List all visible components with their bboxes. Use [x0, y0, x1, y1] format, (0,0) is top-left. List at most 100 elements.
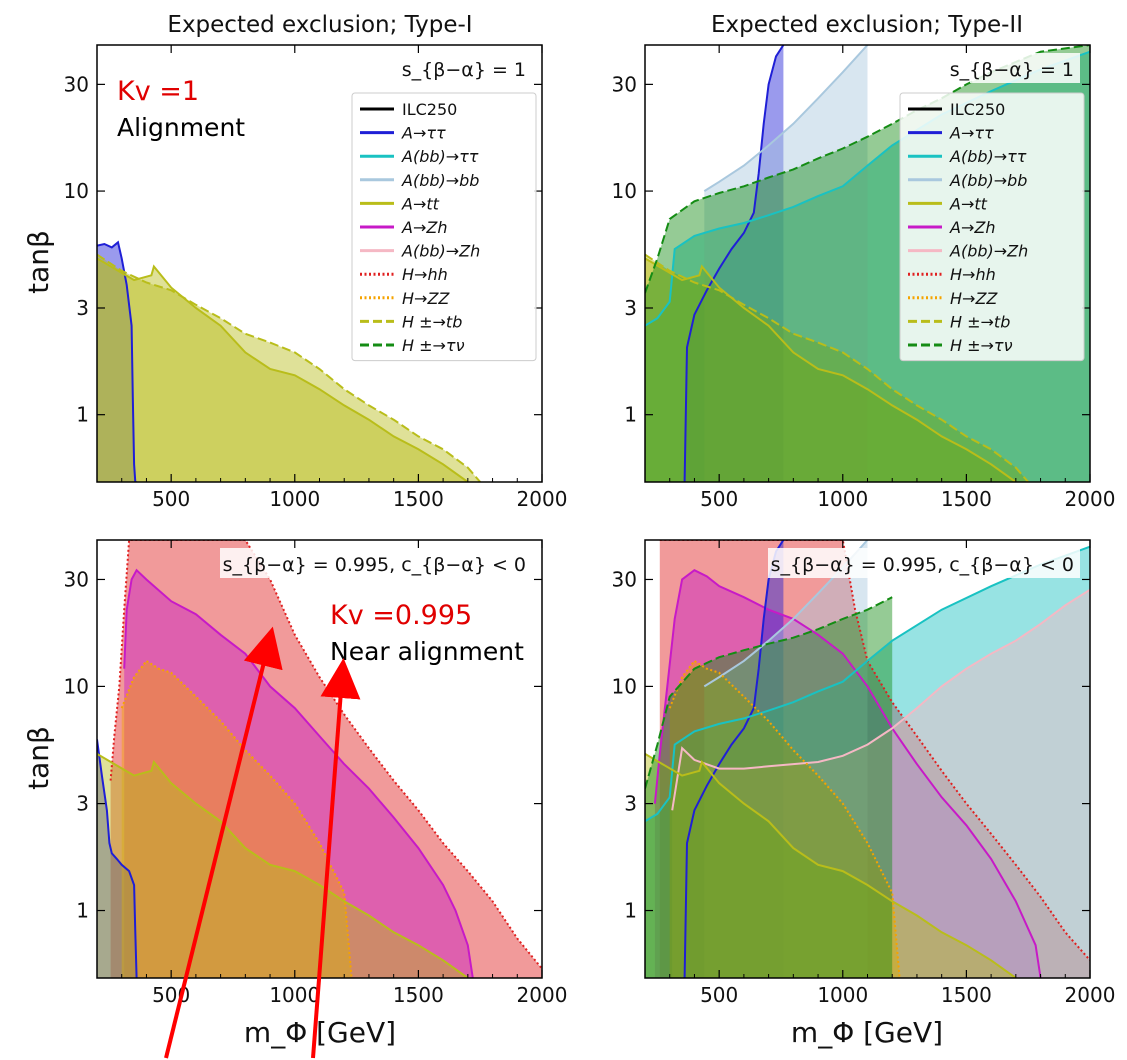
y-tick-label: 30: [612, 72, 637, 96]
x-tick-label: 2000: [517, 983, 568, 1007]
legend-title: s_{β−α} = 1: [950, 59, 1074, 81]
kv-annotation-top: Kv =1: [117, 76, 199, 107]
y-tick-label: 10: [64, 179, 89, 203]
curve-a-bb: [645, 545, 1090, 823]
curve-a-tt: [645, 257, 1017, 482]
curve-a: [683, 45, 785, 482]
legend-box-left: [351, 92, 537, 362]
x-tick-label: 2000: [1065, 983, 1116, 1007]
curve-a: [97, 739, 138, 978]
y-tick-label: 1: [76, 403, 89, 427]
legend-label-a-bb: A(bb)→ττ: [949, 147, 1027, 166]
curve-h-tb: [97, 253, 481, 482]
y-tick-label: 3: [76, 296, 89, 320]
y-tick-label: 1: [76, 899, 89, 923]
legend-title-box: [768, 548, 1080, 578]
legend-label-a: A→ττ: [401, 124, 446, 143]
alignment-annotation: Alignment: [117, 113, 245, 142]
curve-a: [683, 540, 785, 978]
legend-label-a-bb-zh: A(bb)→Zh: [949, 242, 1028, 261]
legend-label-h-hh: H→hh: [950, 265, 996, 284]
panel-type-ii-alignment: 500 1000 1500 2000 1 3 10 30 s_{β−α} = 1 ILC250 A→…: [612, 44, 1116, 511]
legend-label-ilc250: ILC250: [402, 100, 457, 119]
y-tick-label: 10: [612, 179, 637, 203]
legend-label-h: H ±→τν: [402, 336, 465, 355]
legend-label-a-bb: A(bb)→ττ: [401, 147, 479, 166]
legend-title-box: [220, 548, 532, 578]
legend-label-a-bb-zh: A(bb)→Zh: [401, 242, 480, 261]
region-a-tt: [97, 258, 468, 482]
region-a: [684, 540, 784, 978]
region-h-tb: [97, 254, 481, 482]
legend-label-h-zz: H→ZZ: [950, 289, 998, 308]
x-tick-label: 1500: [393, 983, 444, 1007]
panel-type-ii-near-alignment: 500 1000 1500 2000 1 3 10 30 s_{β−α} = 0.995, c_…: [612, 539, 1116, 1007]
x-tick-label: 1500: [393, 487, 444, 511]
region-a: [97, 242, 137, 482]
plot-area: [97, 540, 542, 978]
curve-h-hh: [659, 540, 1090, 961]
region-a: [684, 45, 784, 482]
region-a-zh: [654, 570, 1041, 978]
legend-label-a-tt: A→tt: [401, 194, 440, 213]
x-tick-label: 1000: [269, 487, 320, 511]
legend-label-a-bb-bb: A(bb)→bb: [949, 171, 1027, 190]
arrow-to-hh-boundary: [164, 626, 283, 1059]
y-tick-label: 10: [612, 674, 637, 698]
region-a-bb-bb: [704, 540, 868, 978]
legend-label-a-tt: A→tt: [949, 194, 988, 213]
x-tick-label: 1000: [817, 487, 868, 511]
curve-a-tt: [645, 753, 1017, 978]
x-tick-label: 2000: [517, 487, 568, 511]
legend-label-h: H ±→τν: [950, 336, 1013, 355]
legend-title: s_{β−α} = 0.995, c_{β−α} < 0: [223, 554, 526, 576]
region-h-hh: [110, 540, 542, 978]
x-tick-label: 1000: [817, 983, 868, 1007]
region-h: [645, 597, 893, 978]
region-a-tt: [645, 258, 1016, 482]
y-axis-label-bottom: tanβ: [22, 726, 55, 790]
y-axis-label-top: tanβ: [22, 230, 55, 294]
panel-title-type-ii: Expected exclusion; Type-II: [711, 12, 1023, 38]
legend-label-h-tb: H ±→tb: [950, 312, 1010, 331]
x-tick-label: 2000: [1065, 487, 1116, 511]
region-h-tb: [645, 254, 1029, 482]
legend-label-a-bb-bb: A(bb)→bb: [401, 171, 479, 190]
kv-annotation-bottom: Kv =0.995: [330, 600, 472, 631]
curve-h: [645, 596, 893, 789]
y-tick-label: 1: [624, 403, 637, 427]
legend-label-a: A→ττ: [949, 124, 994, 143]
legend-title-box: [422, 53, 532, 83]
x-axis-label-left: m_Φ [GeV]: [244, 1016, 396, 1049]
y-tick-label: 30: [612, 567, 637, 591]
y-tick-label: 30: [64, 567, 89, 591]
near-alignment-annotation: Near alignment: [330, 637, 524, 666]
curve-a-bb-bb: [703, 45, 869, 192]
legend-label-h-tb: H ±→tb: [402, 312, 462, 331]
region-a: [97, 739, 137, 978]
legend-label-ilc250: ILC250: [950, 100, 1005, 119]
y-tick-label: 3: [624, 792, 637, 816]
x-tick-label: 1000: [269, 983, 320, 1007]
y-tick-label: 10: [64, 674, 89, 698]
arrow-to-zh-region: [311, 658, 361, 1059]
legend-label-h-zz: H→ZZ: [402, 289, 450, 308]
legend-title: s_{β−α} = 0.995, c_{β−α} < 0: [771, 554, 1074, 576]
x-tick-label: 1500: [941, 487, 992, 511]
curve-a: [97, 240, 137, 482]
plot-area: [645, 540, 1090, 978]
y-tick-label: 30: [64, 72, 89, 96]
curve-a-tt: [97, 753, 469, 978]
legend-label-h-hh: H→hh: [402, 265, 448, 284]
x-tick-label: 500: [700, 983, 738, 1007]
legend-label-a-zh: A→Zh: [401, 218, 447, 237]
curve-h-tb: [645, 253, 1029, 482]
curve-a-bb-zh: [671, 588, 1090, 811]
region-a-bb: [645, 546, 1090, 978]
x-axis-label-right: m_Φ [GeV]: [791, 1016, 943, 1049]
legend-box: [899, 92, 1085, 362]
plot-area: [97, 240, 481, 482]
panel-type-i-alignment: 500 1000 1500 2000 1 3 10 30 s_{β−α} = 1 ILC250 A→…: [64, 44, 568, 511]
